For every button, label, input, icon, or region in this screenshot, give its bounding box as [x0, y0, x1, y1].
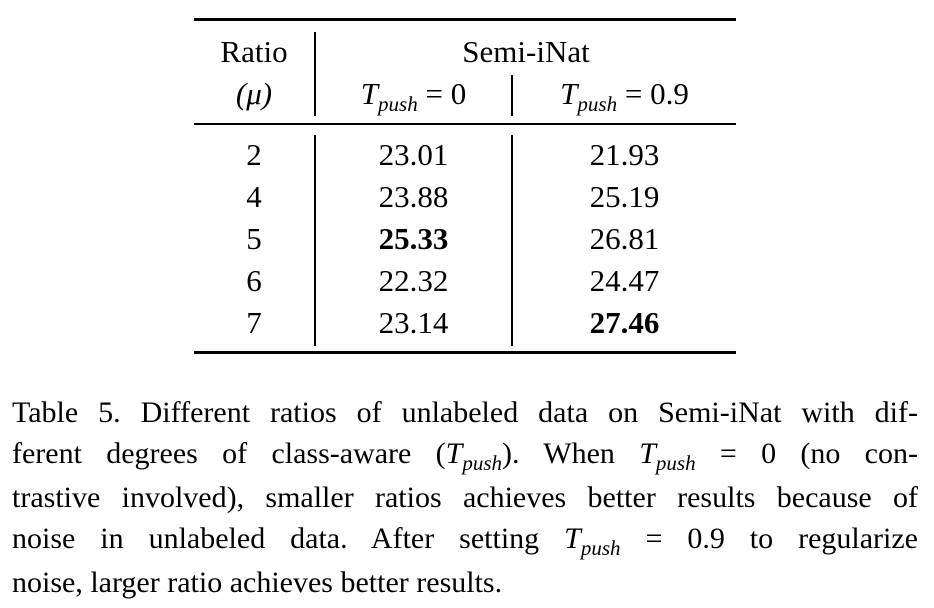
bottom-rule — [194, 351, 736, 354]
table-cell-tpush-0: 23.88 — [378, 179, 449, 214]
table-row-ratio: 6 — [246, 263, 262, 298]
table-cell-tpush-09: 25.19 — [589, 179, 660, 214]
column-divider-body — [511, 135, 513, 346]
caption-line-4: noise in unlabeled data. After setting T… — [12, 522, 918, 560]
top-rule — [194, 18, 736, 21]
ratio-divider-header — [314, 32, 316, 116]
table-row-ratio: 2 — [246, 137, 262, 172]
table-cell-tpush-09: 26.81 — [589, 221, 660, 256]
table-cell-tpush-09: 27.46 — [589, 305, 660, 340]
column-divider-header — [511, 75, 513, 116]
ratio-divider-body — [314, 135, 316, 346]
table-row-ratio: 7 — [246, 305, 262, 340]
table-cell-tpush-09: 24.47 — [589, 263, 660, 298]
table-cell-tpush-0: 22.32 — [378, 263, 449, 298]
table-cell-tpush-09: 21.93 — [589, 137, 660, 172]
ratio-symbol: (μ) — [235, 76, 273, 111]
subheader-tpush-0: Tpush = 0 — [360, 76, 467, 116]
caption-line-1: Table 5. Different ratios of unlabeled d… — [12, 396, 918, 429]
caption-line-3: trastive involved), smaller ratios achie… — [12, 481, 918, 514]
table-row-ratio: 4 — [246, 179, 262, 214]
ratio-header: Ratio — [220, 34, 288, 69]
table-cell-tpush-0: 23.14 — [378, 305, 449, 340]
group-header-semi-inat: Semi-iNat — [462, 34, 590, 69]
subheader-tpush-09: Tpush = 0.9 — [560, 76, 689, 116]
caption-line-5: noise, larger ratio achieves better resu… — [12, 566, 503, 599]
results-table: Ratio (μ) Semi-iNat Tpush = 0 Tpush = 0.… — [194, 18, 736, 354]
table-caption: Table 5. Different ratios of unlabeled d… — [12, 392, 918, 603]
header-rule — [194, 123, 736, 125]
caption-line-2: ferent degrees of class-aware (Tpush). W… — [12, 437, 918, 475]
ratio-header-symbol: (μ) — [194, 76, 314, 112]
table-cell-tpush-0: 25.33 — [378, 221, 449, 256]
table-row-ratio: 5 — [246, 221, 262, 256]
table-cell-tpush-0: 23.01 — [378, 137, 449, 172]
